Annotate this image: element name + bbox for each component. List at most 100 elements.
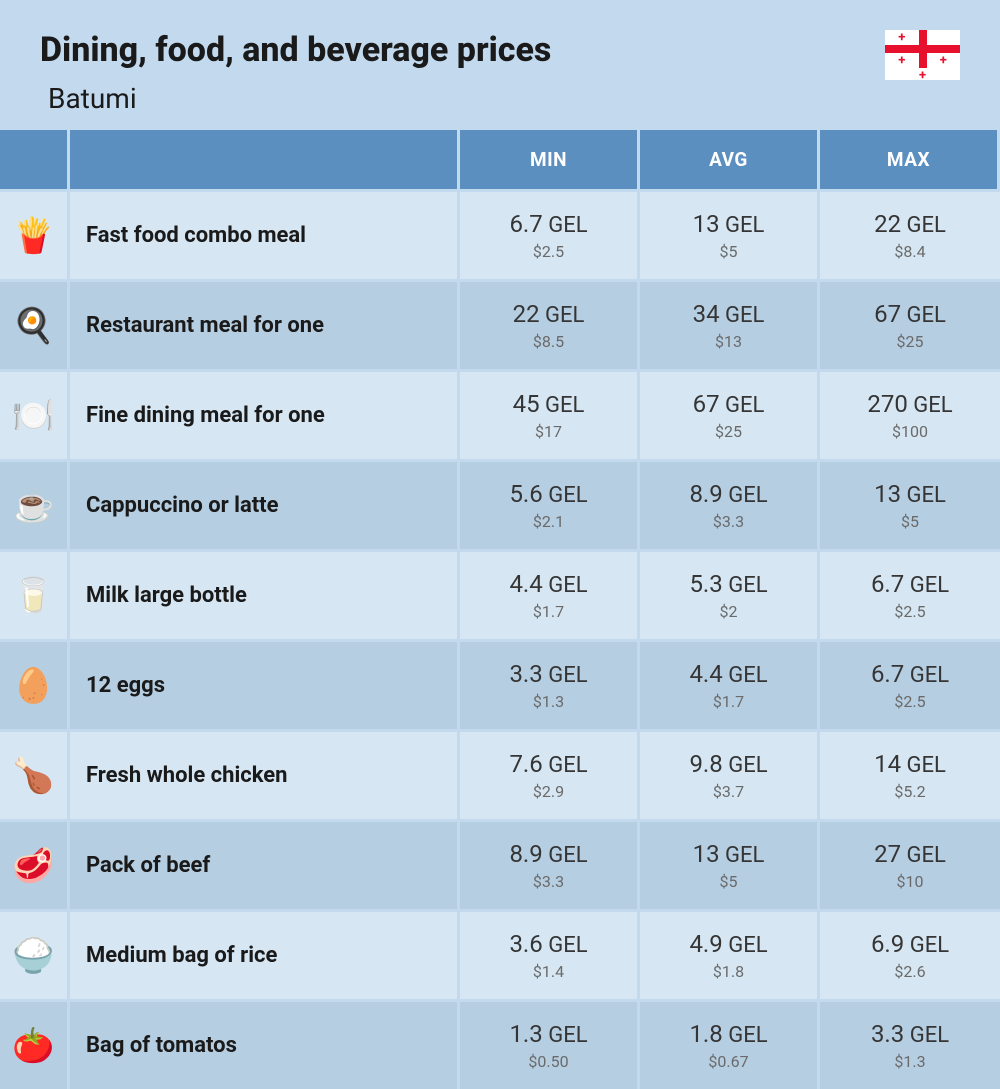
price-cell-max: 14 GEL$5.2 [820,732,1000,819]
price-secondary: $25 [715,422,742,441]
price-cell-avg: 13 GEL $5 [640,822,820,909]
price-secondary: $0.50 [528,1052,568,1071]
price-secondary: $0.67 [708,1052,748,1071]
price-cell-max: 6.9 GEL $2.6 [820,912,1000,999]
price-table-container: Dining, food, and beverage prices Batumi… [0,0,1000,1035]
price-primary: 13 GEL [693,210,765,238]
price-cell-max: 22 GEL $8.4 [820,192,1000,279]
price-cell-min: 5.6 GEL $2.1 [460,462,640,549]
price-secondary: $1.3 [894,1052,925,1071]
price-secondary: $5 [720,872,738,891]
price-primary: 5.6 GEL [509,480,587,508]
item-label: Medium bag of rice [70,912,460,999]
price-cell-max: 27 GEL$10 [820,822,1000,909]
table-row: 🍽️Fine dining meal for one 45 GEL $17 67 GE… [0,369,1000,459]
price-cell-avg: 13 GEL$5 [640,192,820,279]
table-row: 🍚Medium bag of rice3.6 GEL$1.4 4.9 GEL $1.… [0,909,1000,999]
item-label: Pack of beef [70,822,460,909]
price-secondary: $13 [715,332,742,351]
table-row: 🥛Milk large bottle4.4 GEL$1.75.3 GEL$26.… [0,549,1000,639]
price-primary: 22 GEL [513,300,585,328]
price-secondary: $2.1 [533,512,564,531]
item-icon: 🍅 [0,1002,70,1089]
price-secondary: $8.4 [894,242,925,261]
price-secondary: $1.4 [533,962,564,981]
price-secondary: $1.7 [533,602,564,621]
price-primary: 13 GEL [874,480,946,508]
page-title: Dining, food, and beverage prices [40,30,551,70]
price-cell-min: 45 GEL $17 [460,372,640,459]
price-cell-avg: 34 GEL $13 [640,282,820,369]
price-secondary: $2.6 [894,962,925,981]
price-primary: 45 GEL [513,390,585,418]
item-label: Fine dining meal for one [70,372,460,459]
item-icon: 🍽️ [0,372,70,459]
price-primary: 67 GEL [874,300,946,328]
price-secondary: $3.3 [533,872,564,891]
table-row: 🍳Restaurant meal for one22 GEL$8.534 GEL… [0,279,1000,369]
item-icon: 🍟 [0,192,70,279]
item-label: Fast food combo meal [70,192,460,279]
price-primary: 22 GEL [874,210,946,238]
price-secondary: $1.8 [713,962,744,981]
price-cell-avg: 9.8 GEL$3.7 [640,732,820,819]
item-label: Fresh whole chicken [70,732,460,819]
price-secondary: $2.9 [533,782,564,801]
price-primary: 4.9 GEL [689,930,767,958]
price-primary: 4.4 GEL [509,570,587,598]
price-secondary: $17 [535,422,562,441]
price-cell-avg: 4.4 GEL$1.7 [640,642,820,729]
price-cell-avg: 4.9 GEL $1.8 [640,912,820,999]
price-primary: 6.7 GEL [871,570,949,598]
price-secondary: $2.5 [894,602,925,621]
price-secondary: $3.3 [713,512,744,531]
price-secondary: $1.3 [533,692,564,711]
item-icon: 🍳 [0,282,70,369]
price-secondary: $100 [892,422,928,441]
price-cell-avg: 5.3 GEL$2 [640,552,820,639]
col-avg-header: AVG [640,130,820,189]
price-secondary: $2.5 [533,242,564,261]
price-cell-min: 8.9 GEL $3.3 [460,822,640,909]
table-row: 🍟Fast food combo meal6.7 GEL$2.513 GEL$5… [0,189,1000,279]
price-cell-avg: 67 GEL$25 [640,372,820,459]
price-cell-max: 270 GEL $100 [820,372,1000,459]
table-row: 🍗Fresh whole chicken7.6 GEL$2.99.8 GEL$3… [0,729,1000,819]
price-cell-max: 67 GEL$25 [820,282,1000,369]
price-cell-avg: 1.8 GEL$0.67 [640,1002,820,1089]
item-icon: 🍚 [0,912,70,999]
item-label: Cappuccino or latte [70,462,460,549]
price-primary: 5.3 GEL [689,570,767,598]
price-primary: 6.7 GEL [871,660,949,688]
price-primary: 6.9 GEL [871,930,949,958]
table-row: 🥩Pack of beef 8.9 GEL $3.3 13 GEL $5 27 GEL$1… [0,819,1000,909]
price-cell-min: 3.6 GEL$1.4 [460,912,640,999]
price-secondary: $5 [901,512,919,531]
table-header: MIN AVG MAX [0,130,1000,189]
price-primary: 3.3 GEL [871,1020,949,1048]
item-icon: 🥚 [0,642,70,729]
price-cell-min: 4.4 GEL $1.7 [460,552,640,639]
item-label: 12 eggs [70,642,460,729]
price-cell-max: 6.7 GEL$2.5 [820,642,1000,729]
price-secondary: $3.7 [713,782,744,801]
price-table: MIN AVG MAX 🍟Fast food combo meal 6.7 GEL… [0,130,1000,1089]
price-primary: 34 GEL [693,300,765,328]
price-cell-max: 6.7 GEL $2.5 [820,552,1000,639]
price-primary: 3.3 GEL [509,660,587,688]
price-cell-max: 3.3 GEL $1.3 [820,1002,1000,1089]
price-primary: 270 GEL [867,390,952,418]
price-secondary: $1.7 [713,692,744,711]
price-primary: 8.9 GEL [689,480,767,508]
price-cell-min: 1.3 GEL$0.50 [460,1002,640,1089]
price-cell-min: 22 GEL $8.5 [460,282,640,369]
table-row: 🥚12 eggs 3.3 GEL $1.3 4.4 GEL$1.76.7 GEL$2.… [0,639,1000,729]
item-icon: 🥩 [0,822,70,909]
price-primary: 8.9 GEL [509,840,587,868]
price-primary: 13 GEL [693,840,765,868]
price-secondary: $8.5 [533,332,564,351]
col-icon-header [0,130,70,189]
item-icon: 🍗 [0,732,70,819]
col-item-header [70,130,460,189]
item-icon: 🥛 [0,552,70,639]
